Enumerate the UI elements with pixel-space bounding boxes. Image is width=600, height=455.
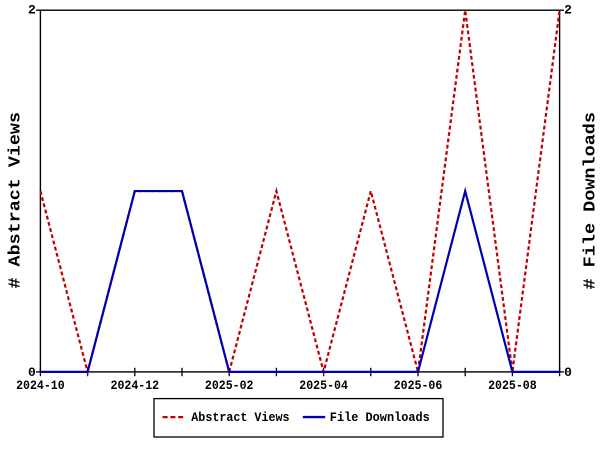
svg-text:0: 0 [564,365,572,380]
svg-text:# Abstract Views: # Abstract Views [7,112,26,289]
svg-text:2: 2 [564,3,572,18]
svg-text:2: 2 [28,3,36,18]
svg-text:2025-02: 2025-02 [205,378,254,393]
svg-text:2024-12: 2024-12 [111,378,160,393]
svg-text:# File Downloads: # File Downloads [581,112,600,290]
svg-text:File Downloads: File Downloads [330,410,430,425]
svg-text:Abstract Views: Abstract Views [191,410,289,425]
svg-text:0: 0 [28,365,36,380]
svg-text:2025-04: 2025-04 [299,378,348,393]
svg-text:2025-06: 2025-06 [394,378,443,393]
svg-text:2025-08: 2025-08 [488,378,537,393]
svg-text:2024-10: 2024-10 [16,378,65,393]
